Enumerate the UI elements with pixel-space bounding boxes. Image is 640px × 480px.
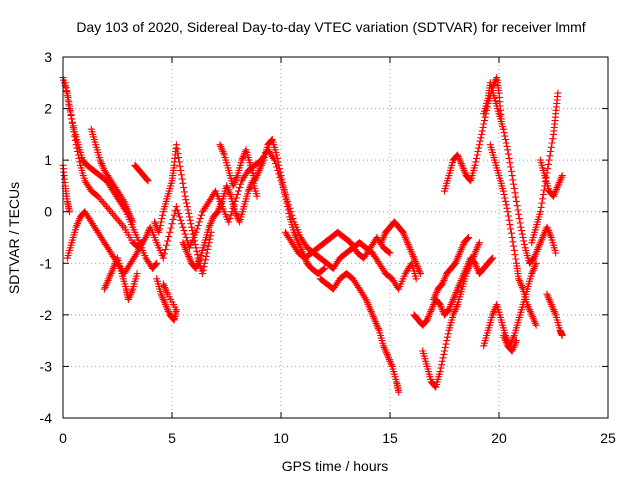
y-tick-label-2: -2 (40, 307, 53, 323)
series-arc-18 (480, 79, 560, 267)
series-arc-5 (100, 254, 141, 303)
series-arc-15 (419, 239, 483, 391)
x-tick-labels: 0 5 10 15 20 25 (59, 430, 616, 446)
x-tick-label-1: 5 (168, 430, 176, 446)
series-arc-13 (377, 218, 424, 278)
series-arc-23 (536, 156, 566, 200)
y-tick-label-4: 0 (44, 204, 52, 220)
series-markers-24 (59, 161, 73, 216)
series-markers-23 (543, 290, 566, 339)
chart-title: Day 103 of 2020, Sidereal Day-to-day VTE… (76, 19, 585, 35)
series-markers-15 (430, 234, 472, 303)
series-arc-24 (543, 290, 566, 339)
y-axis-title: SDTVAR / TECUs (6, 182, 22, 294)
series-arc-12 (316, 270, 403, 396)
series-arc-10 (216, 136, 329, 278)
series-markers-12 (377, 218, 424, 278)
series-arc-16 (430, 234, 472, 303)
y-tick-label-3: -1 (40, 255, 53, 271)
x-axis-title: GPS time / hours (282, 458, 389, 474)
series-markers-8 (179, 177, 261, 272)
series-arc-21 (499, 332, 520, 355)
y-tick-label-5: 1 (44, 152, 52, 168)
series-markers-20 (499, 332, 520, 355)
y-tick-label-6: 2 (44, 101, 52, 117)
series-markers-9 (216, 136, 329, 278)
x-tick-label-5: 25 (600, 430, 616, 446)
series-arc-6 (131, 161, 152, 185)
series-markers-11 (316, 270, 403, 396)
data-markers (59, 74, 566, 396)
series-markers-6 (153, 275, 180, 324)
series-markers-16 (441, 74, 505, 195)
y-tick-labels: -4 -3 -2 -1 0 1 2 3 (40, 49, 53, 426)
series-arc-17 (441, 74, 505, 195)
series-markers-3 (87, 125, 137, 226)
axis-ticks (62, 56, 609, 419)
x-tick-label-4: 20 (491, 430, 507, 446)
x-tick-label-0: 0 (59, 430, 67, 446)
series-arc-9 (179, 177, 261, 272)
y-tick-label-1: -3 (40, 358, 53, 374)
x-tick-label-2: 10 (273, 430, 289, 446)
series-markers-17 (480, 79, 560, 267)
series-markers-14 (419, 239, 483, 391)
y-tick-label-7: 3 (44, 49, 52, 65)
series-markers-4 (100, 254, 141, 303)
series-arc-4 (87, 125, 137, 226)
plot-frame (62, 56, 609, 419)
series-markers-5 (131, 161, 152, 185)
series-arc-7 (153, 275, 180, 324)
y-tick-label-0: -4 (40, 410, 53, 426)
series-markers-22 (536, 156, 566, 200)
series-arc-25 (59, 161, 73, 216)
x-tick-label-3: 15 (382, 430, 398, 446)
